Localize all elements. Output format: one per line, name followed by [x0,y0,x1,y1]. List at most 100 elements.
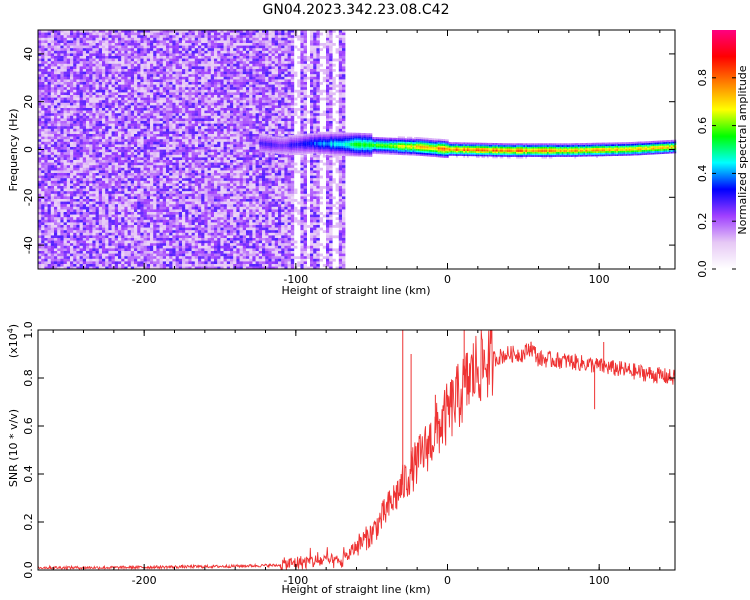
heatmap-cell [92,126,96,129]
heatmap-cell [153,69,157,72]
heatmap-cell [114,225,119,228]
heatmap-cell [162,264,167,267]
heatmap-cell [121,180,125,184]
heatmap-cell [57,40,61,44]
heatmap-cell [201,238,205,241]
heatmap-cell [86,71,90,75]
heatmap-cell [182,248,186,252]
heatmap-cell [130,74,135,77]
heatmap-cell [50,258,55,262]
heatmap-cell [185,230,189,233]
heatmap-cell [76,217,80,220]
heatmap-cell [44,100,48,103]
heatmap-cell [153,199,157,202]
heatmap-cell [194,84,199,88]
heatmap-cell [127,40,131,44]
heatmap-cell [66,58,71,62]
heatmap-cell [166,214,170,218]
heatmap-cell [153,105,157,109]
heatmap-cell [124,154,128,158]
heatmap-cell [92,245,96,249]
heatmap-cell [172,110,176,114]
heatmap-cell [108,123,112,127]
heatmap-cell [92,56,96,59]
heatmap-cell [124,110,128,114]
heatmap-cell [38,50,42,54]
heatmap-cell [207,264,211,267]
heatmap-cell [172,209,176,213]
heatmap-cell [63,256,67,259]
heatmap-cell [146,214,151,218]
heatmap-cell [111,157,115,161]
heatmap-cell [73,136,77,140]
heatmap-cell [38,212,42,215]
heatmap-cell [124,214,128,218]
heatmap-cell [140,147,144,150]
heatmap-cell [198,191,202,194]
heatmap-cell [57,261,61,265]
heatmap-cell [210,74,215,77]
heatmap-cell [194,105,199,109]
heatmap-cell [121,173,125,176]
heatmap-cell [124,261,128,265]
heatmap-cell [79,149,83,153]
heatmap-cell [188,69,192,72]
heatmap-cell [124,232,128,236]
heatmap-cell [86,63,90,67]
heatmap-cell [188,113,192,116]
heatmap-cell [188,186,192,189]
heatmap-cell [57,256,61,259]
heatmap-cell [169,175,173,179]
heatmap-cell [82,136,87,140]
heatmap-cell [108,30,112,33]
heatmap-cell [63,95,67,98]
heatmap-cell [63,264,67,267]
heatmap-cell [50,191,55,194]
heatmap-cell [98,50,103,54]
heatmap-cell [76,175,80,179]
heatmap-cell [143,45,147,49]
heatmap-cell [89,206,93,210]
heatmap-cell [162,227,167,231]
heatmap-cell [57,204,61,207]
heatmap-cell [79,170,83,174]
heatmap-cell [159,89,163,93]
heatmap-cell [114,61,119,64]
heatmap-cell [198,212,202,215]
heatmap-cell [137,113,141,116]
heatmap-cell [41,115,45,119]
heatmap-cell [47,50,51,54]
heatmap-cell [92,165,96,168]
heatmap-cell [102,69,106,72]
heatmap-cell [194,160,199,163]
heatmap-cell [134,245,138,249]
heatmap-cell [137,136,141,140]
heatmap-cell [50,201,55,205]
heatmap-cell [70,71,74,75]
heatmap-cell [188,240,192,244]
heatmap-cell [89,178,93,181]
heatmap-cell [86,50,90,54]
heatmap-cell [175,118,179,122]
heatmap-cell [102,201,106,205]
heatmap-cell [207,71,211,75]
heatmap-cell [105,217,109,220]
heatmap-cell [178,149,183,153]
heatmap-cell [121,235,125,239]
heatmap-cell [82,84,87,88]
heatmap-cell [98,105,103,109]
heatmap-cell [153,82,157,85]
heatmap-cell [175,126,179,129]
heatmap-cell [130,227,135,231]
heatmap-cell [89,238,93,241]
heatmap-cell [121,160,125,163]
heatmap-cell [121,264,125,267]
heatmap-cell [60,66,64,70]
heatmap-cell [194,110,199,114]
heatmap-cell [73,74,77,77]
heatmap-cell [95,235,99,239]
heatmap-cell [111,217,115,220]
heatmap-cell [114,69,119,72]
heatmap-cell [102,219,106,223]
heatmap-cell [63,134,67,137]
